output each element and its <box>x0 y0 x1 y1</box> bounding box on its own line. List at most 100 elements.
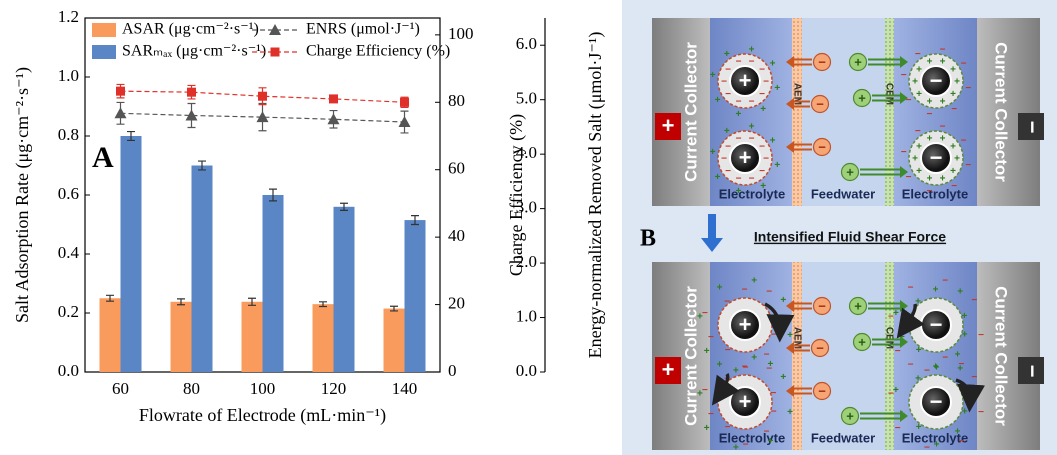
co-ion: − <box>915 126 921 137</box>
legend-label: ASAR (μg·cm⁻²·s⁻¹) <box>122 21 259 38</box>
aem-membrane <box>792 18 802 206</box>
y-axis-title: Salt Adsorption Rate (μg·cm⁻²·s⁻¹) <box>12 67 33 323</box>
co-ion: − <box>895 423 901 434</box>
counter-ion: + <box>893 308 899 319</box>
co-ion: + <box>697 389 703 400</box>
x-tick-label: 60 <box>112 379 129 398</box>
counter-ion: + <box>962 330 968 341</box>
co-ion: + <box>760 104 766 115</box>
counter-ion: − <box>759 89 765 100</box>
co-ion: − <box>927 186 933 197</box>
legend-swatch <box>92 45 116 59</box>
counter-ion: − <box>742 362 748 373</box>
counter-ion: + <box>916 64 922 75</box>
electrode-sign: + <box>739 312 752 337</box>
counter-ion: − <box>725 345 731 356</box>
co-ion: − <box>951 181 957 192</box>
co-ion: + <box>724 49 730 60</box>
co-ion: − <box>951 104 957 115</box>
counter-ion: + <box>940 97 946 108</box>
terminal-sign: − <box>1020 365 1045 378</box>
co-ion: − <box>888 389 894 400</box>
electrode-sign: − <box>930 68 943 93</box>
counter-ion: + <box>950 166 956 177</box>
y3-tick-label: 5.0 <box>516 89 537 108</box>
counter-ion: + <box>950 64 956 75</box>
electrode-sign: − <box>930 145 943 170</box>
co-ion: + <box>736 186 742 197</box>
x-tick-label: 120 <box>321 379 347 398</box>
co-ion: + <box>780 295 786 306</box>
co-ion: + <box>780 372 786 383</box>
counter-ion: − <box>708 409 714 420</box>
co-ion: + <box>710 70 716 81</box>
membrane-label: CEM <box>883 327 894 349</box>
counter-ion: − <box>702 385 708 396</box>
legend-label: SARₘₐₓ (μg·cm⁻²·s⁻¹) <box>122 43 266 60</box>
counter-ion: − <box>725 422 731 433</box>
line-marker <box>258 92 267 101</box>
counter-ion: + <box>940 174 946 185</box>
co-ion: − <box>978 407 984 418</box>
line-marker <box>400 98 409 107</box>
region-label: Feedwater <box>811 430 875 445</box>
co-ion: + <box>724 126 730 137</box>
counter-ion: − <box>759 141 765 152</box>
co-ion: − <box>915 49 921 60</box>
ion-sign: − <box>816 340 824 355</box>
counter-ion: − <box>724 297 730 308</box>
counter-ion: − <box>749 174 755 185</box>
cem-membrane <box>885 262 894 450</box>
y2-tick-label: 80 <box>448 91 465 110</box>
co-ion: + <box>717 282 723 293</box>
co-ion: − <box>908 359 914 370</box>
co-ion: + <box>715 95 721 106</box>
y2-tick-label: 40 <box>448 226 465 245</box>
bar <box>192 166 213 373</box>
co-ion: − <box>942 276 948 287</box>
collector-label: Current Collector <box>681 286 700 426</box>
counter-ion: − <box>725 141 731 152</box>
counter-ion: + <box>954 77 960 88</box>
ion-sign: + <box>858 90 866 105</box>
co-ion: + <box>760 181 766 192</box>
co-ion: − <box>971 372 977 383</box>
x-tick-label: 140 <box>392 379 418 398</box>
co-ion: − <box>971 295 977 306</box>
co-ion: − <box>942 353 948 364</box>
y2-tick-label: 0 <box>448 361 457 380</box>
counter-ion: + <box>933 362 939 373</box>
region-label: Feedwater <box>811 186 875 201</box>
y-tick-label: 1.2 <box>58 7 79 26</box>
counter-ion: + <box>927 134 933 145</box>
counter-ion: + <box>940 134 946 145</box>
co-ion: + <box>715 172 721 183</box>
counter-ion: + <box>961 311 967 322</box>
counter-ion: + <box>927 97 933 108</box>
electrode-sign: − <box>930 389 943 414</box>
counter-ion: + <box>934 440 940 451</box>
counter-ion: + <box>893 385 899 396</box>
cem-membrane <box>885 18 894 206</box>
counter-ion: + <box>916 89 922 100</box>
legend-label: ENRS (μmol·J⁻¹) <box>306 21 420 38</box>
counter-ion: − <box>736 57 742 68</box>
co-ion: − <box>965 83 971 94</box>
figure: 0.00.20.40.60.81.01.20204060801000.01.02… <box>0 0 1057 455</box>
counter-ion: − <box>721 77 727 88</box>
counter-ion: + <box>957 286 963 297</box>
line-marker <box>329 94 338 103</box>
counter-ion: + <box>916 166 922 177</box>
bar <box>263 195 284 372</box>
co-ion: + <box>733 366 739 377</box>
y-tick-label: 0.0 <box>58 361 79 380</box>
co-ion: − <box>940 44 946 55</box>
co-ion: − <box>888 312 894 323</box>
counter-ion: + <box>933 285 939 296</box>
co-ion: + <box>697 312 703 323</box>
counter-ion: + <box>912 77 918 88</box>
co-ion: + <box>717 359 723 370</box>
counter-ion: − <box>749 134 755 145</box>
co-ion: − <box>965 160 971 171</box>
counter-ion: − <box>725 166 731 177</box>
